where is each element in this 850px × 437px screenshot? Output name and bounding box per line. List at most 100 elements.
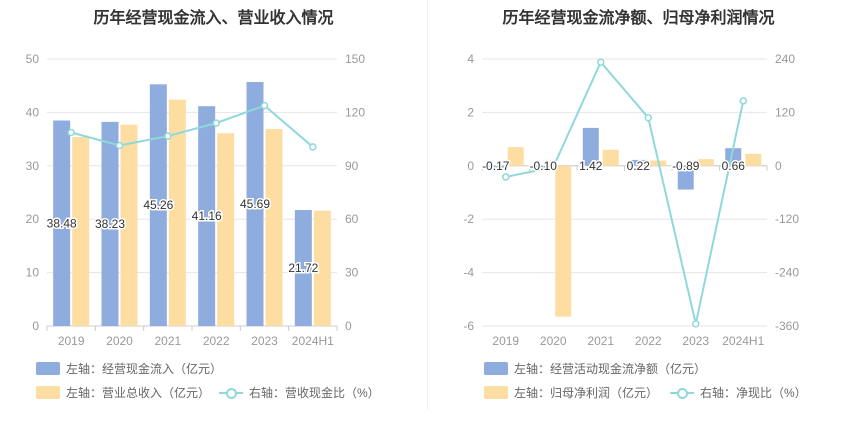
legend-label: 右轴：净现比（%） — [700, 386, 807, 400]
data-label-2019: -0.17 — [482, 159, 510, 173]
ratio-point-2020 — [549, 163, 557, 171]
y-right-tick-label: 30 — [345, 266, 359, 280]
x-tick-label: 2022 — [635, 334, 662, 348]
bar-2019 — [53, 120, 71, 326]
ratio-point-2023 — [692, 320, 700, 328]
x-tick-label: 2023 — [251, 334, 278, 348]
bar-2022 — [198, 106, 216, 326]
y-right-tick-label: -360 — [775, 319, 799, 333]
y-left-tick-label: -4 — [463, 266, 474, 280]
bar-secondary-2023 — [697, 159, 714, 166]
ratio-point-2019 — [67, 128, 75, 137]
bar-secondary-2019 — [72, 136, 90, 326]
data-label-2023: -0.89 — [672, 159, 700, 173]
legend-item-net-cash-ratio[interactable]: 右轴：净现比（%） — [670, 384, 807, 401]
x-tick-label: 2023 — [682, 334, 709, 348]
data-label-2024H1: 0.66 — [722, 159, 746, 173]
legend-item-revenue[interactable]: 左轴：营业总收入（亿元） — [36, 384, 210, 401]
y-right-tick-label: -120 — [775, 212, 799, 226]
legend-label: 右轴：营收现金比（%） — [249, 386, 380, 400]
left-chart-svg: 50 150 40 120 30 90 20 60 10 30 0 0 2019 2020 2021 2022… — [26, 52, 366, 348]
y-right-tick-label: -240 — [775, 266, 799, 280]
ratio-point-2024H1 — [739, 97, 747, 105]
y-left-tick-label: 20 — [26, 212, 40, 226]
left-chart-legend: 左轴：经营现金流入（亿元） 左轴：营业总收入（亿元） 右轴：营收现金比（%） — [36, 358, 426, 401]
bar-2020 — [101, 121, 119, 326]
ratio-line — [70, 104, 314, 148]
left-chart-title: 历年经营现金流入、营业收入情况 — [93, 10, 334, 27]
right-chart-legend: 左轴：经营活动现金流净额（亿元） 左轴：归母净利润（亿元） 右轴：净现比（%） — [484, 358, 850, 401]
legend-label: 左轴：经营活动现金流净额（亿元） — [514, 362, 707, 376]
data-label-2023: 45.69 — [240, 197, 270, 211]
x-tick-label: 2019 — [492, 334, 519, 348]
ratio-point-2023 — [260, 101, 269, 110]
bar-secondary-2021 — [602, 149, 619, 166]
data-label-2022: 0.22 — [627, 159, 651, 173]
bar-secondary-2021 — [168, 99, 186, 326]
legend-label: 左轴：营业总收入（亿元） — [66, 386, 211, 400]
x-tick-label: 2019 — [58, 334, 85, 348]
bar-2024H1 — [725, 148, 742, 166]
bar-2022 — [630, 159, 647, 166]
ratio-line — [505, 60, 745, 324]
y-left-tick-label: 0 — [32, 319, 39, 333]
x-tick-label: 2021 — [154, 334, 181, 348]
data-label-2019: 38.48 — [47, 216, 77, 230]
bar-secondary-2020 — [120, 124, 138, 326]
ratio-point-2019 — [502, 173, 510, 181]
data-label-2021: 45.26 — [143, 198, 173, 212]
right-chart-title: 历年经营现金流净额、归母净利润情况 — [502, 10, 775, 27]
ratio-point-2022 — [212, 119, 220, 127]
data-label-2021: 1.42 — [579, 159, 603, 173]
x-tick-label: 2022 — [203, 334, 230, 348]
y-left-tick-label: 40 — [26, 105, 40, 119]
y-right-tick-label: 0 — [775, 159, 782, 173]
x-tick-label: 2024H1 — [722, 334, 764, 348]
bar-2019 — [487, 165, 504, 171]
legend-swatch-line-icon — [670, 386, 694, 399]
ratio-point-2022 — [644, 113, 652, 122]
bar-secondary-2024H1 — [745, 153, 762, 166]
y-right-tick-label: 60 — [345, 212, 359, 226]
legend-item-net-profit[interactable]: 左轴：归母净利润（亿元） — [484, 384, 658, 401]
y-right-tick-label: 150 — [345, 52, 365, 66]
y-right-tick-label: 240 — [775, 52, 795, 66]
legend-item-net-cash-flow[interactable]: 左轴：经营活动现金流净额（亿元） — [484, 360, 706, 377]
y-right-tick-label: 90 — [345, 159, 359, 173]
left-chart-panel: 历年经营现金流入、营业收入情况 50 150 40 120 30 90 20 60 10 30 0 0… — [26, 10, 426, 401]
bar-secondary-2024H1 — [313, 210, 331, 326]
data-label-2020: 38.23 — [95, 217, 125, 231]
legend-label: 左轴：经营现金流入（亿元） — [66, 362, 223, 376]
x-tick-label: 2024H1 — [292, 334, 334, 348]
y-left-tick-label: -2 — [463, 212, 474, 226]
ratio-point-2024H1 — [309, 143, 317, 151]
bar-2023 — [677, 165, 694, 190]
ratio-point-2021 — [164, 132, 172, 140]
bar-2021 — [582, 127, 599, 166]
bar-2023 — [246, 82, 264, 326]
x-tick-label: 2020 — [106, 334, 133, 348]
bar-2024H1 — [294, 210, 312, 326]
y-left-tick-label: 4 — [467, 52, 474, 66]
y-left-tick-label: -6 — [463, 319, 474, 333]
y-left-tick-label: 0 — [467, 159, 474, 173]
legend-item-cash-inflow[interactable]: 左轴：经营现金流入（亿元） — [36, 360, 222, 377]
legend-item-cash-ratio[interactable]: 右轴：营收现金比（%） — [219, 384, 380, 401]
y-right-tick-label: 120 — [775, 105, 795, 119]
data-label-2020: -0.10 — [530, 159, 558, 173]
ratio-point-2021 — [597, 58, 605, 66]
y-left-tick-label: 30 — [26, 159, 40, 173]
bar-secondary-2020 — [555, 165, 572, 317]
legend-swatch-yellow — [484, 386, 508, 399]
data-label-2022: 41.16 — [192, 209, 222, 223]
bar-2021 — [149, 84, 167, 326]
bar-2020 — [535, 165, 552, 169]
y-left-tick-label: 2 — [467, 105, 474, 119]
legend-swatch-yellow — [36, 386, 60, 399]
legend-swatch-blue — [484, 362, 508, 375]
y-left-tick-label: 50 — [26, 52, 40, 66]
y-right-tick-label: 120 — [345, 105, 365, 119]
legend-swatch-blue — [36, 362, 60, 375]
bar-secondary-2019 — [507, 147, 524, 166]
data-label-2024H1: 21.72 — [288, 261, 318, 275]
